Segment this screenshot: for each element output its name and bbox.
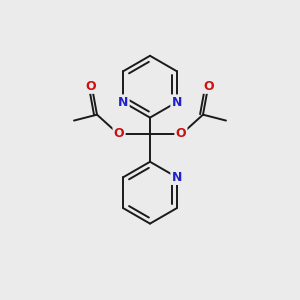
Text: O: O (114, 127, 124, 140)
Text: O: O (204, 80, 214, 93)
Text: O: O (176, 127, 186, 140)
Text: N: N (172, 171, 182, 184)
Text: N: N (118, 96, 128, 109)
Text: O: O (86, 80, 96, 93)
Text: N: N (172, 96, 182, 109)
